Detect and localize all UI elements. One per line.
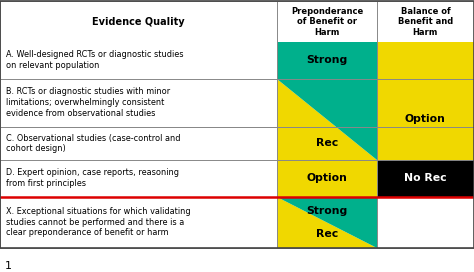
Text: Balance of
Benefit and
Harm: Balance of Benefit and Harm — [398, 7, 453, 37]
Bar — [0, 160, 277, 197]
Text: D. Expert opinion, case reports, reasoning
from first principles: D. Expert opinion, case reports, reasoni… — [6, 168, 179, 188]
Text: Preponderance
of Benefit or
Harm: Preponderance of Benefit or Harm — [291, 7, 363, 37]
Polygon shape — [277, 79, 377, 160]
Text: No Rec: No Rec — [404, 173, 447, 183]
Text: Rec: Rec — [316, 138, 338, 148]
Text: B. RCTs or diagnostic studies with minor
limitations; overwhelmingly consistent
: B. RCTs or diagnostic studies with minor… — [6, 87, 170, 118]
Polygon shape — [277, 197, 377, 248]
Bar — [0, 79, 277, 127]
Text: C. Observational studies (case-control and
cohort design): C. Observational studies (case-control a… — [6, 134, 180, 153]
Bar — [377, 42, 474, 79]
Bar — [277, 160, 377, 197]
Text: Evidence Quality: Evidence Quality — [92, 17, 185, 27]
Bar — [0, 197, 277, 248]
Bar — [0, 1, 474, 42]
Text: Rec: Rec — [316, 229, 338, 239]
Text: Strong: Strong — [306, 55, 348, 65]
Text: Option: Option — [307, 173, 347, 183]
Polygon shape — [277, 79, 377, 160]
Bar — [377, 79, 474, 160]
Bar — [277, 42, 377, 79]
Text: Option: Option — [405, 114, 446, 124]
Bar — [0, 42, 277, 79]
Text: 1: 1 — [5, 261, 12, 271]
Text: X. Exceptional situations for which validating
studies cannot be performed and t: X. Exceptional situations for which vali… — [6, 207, 191, 237]
Polygon shape — [277, 197, 377, 248]
Bar — [0, 127, 277, 160]
Bar — [377, 160, 474, 197]
Text: A. Well-designed RCTs or diagnostic studies
on relevant population: A. Well-designed RCTs or diagnostic stud… — [6, 51, 183, 70]
Text: Strong: Strong — [306, 206, 348, 216]
Bar — [377, 197, 474, 248]
